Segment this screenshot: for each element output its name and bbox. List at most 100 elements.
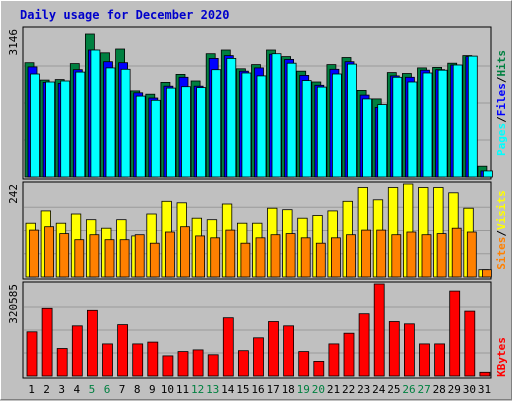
bar-kbytes-day-20: [313, 360, 325, 377]
bar-pages-day-8: [135, 95, 146, 178]
bar-kbytes-day-23: [358, 313, 370, 377]
panel-kbytes: 320585: [7, 281, 492, 379]
bar-pages-day-4: [75, 71, 86, 178]
bar-sites-day-6: [104, 239, 115, 278]
bar-kbytes-day-21: [328, 343, 340, 377]
bar-kbytes-day-5: [87, 309, 98, 377]
bar-kbytes-day-1: [26, 331, 38, 377]
bar-sites-day-21: [330, 237, 341, 278]
bar-kbytes-day-10: [162, 355, 174, 377]
bar-pages-day-21: [331, 73, 342, 178]
panel-visits-sites: 242: [7, 181, 492, 280]
bar-sites-day-4: [74, 239, 85, 278]
legend-visits: Visits: [495, 190, 508, 230]
x-tick-label-day-1: 1: [28, 383, 35, 396]
bar-pages-day-26: [407, 81, 418, 178]
legend-kbytes: KBytes: [495, 337, 508, 377]
bar-sites-day-16: [255, 237, 266, 278]
bar-pages-day-12: [196, 87, 207, 178]
bar-pages-day-14: [226, 58, 237, 178]
bar-sites-day-5: [89, 234, 100, 278]
bar-pages-day-11: [181, 86, 191, 178]
x-tick-label-day-4: 4: [73, 383, 80, 396]
bar-sites-day-11: [180, 226, 190, 278]
bar-pages-day-20: [316, 86, 327, 178]
x-tick-label-day-27: 27: [417, 383, 430, 396]
x-tick-label-day-26: 26: [402, 383, 415, 396]
bar-sites-day-18: [285, 233, 296, 278]
x-tick-label-day-30: 30: [463, 383, 476, 396]
x-tick-label-day-12: 12: [191, 383, 204, 396]
x-tick-label-day-21: 21: [327, 383, 340, 396]
x-tick-label-day-28: 28: [433, 383, 446, 396]
x-tick-label-day-15: 15: [236, 383, 249, 396]
bar-sites-day-24: [376, 229, 387, 278]
bar-sites-day-30: [466, 231, 477, 278]
bar-pages-day-17: [271, 53, 282, 178]
bar-pages-day-31: [482, 170, 493, 178]
bar-pages-day-30: [467, 55, 478, 178]
x-tick-label-day-11: 11: [176, 383, 189, 396]
bar-sites-day-8: [134, 234, 145, 278]
x-tick-label-day-13: 13: [206, 383, 219, 396]
x-tick-label-day-23: 23: [357, 383, 370, 396]
bar-pages-day-9: [150, 99, 161, 178]
x-tick-label-day-6: 6: [104, 383, 111, 396]
bar-pages-day-10: [165, 87, 176, 178]
bar-pages-day-6: [105, 67, 116, 178]
x-tick-label-day-17: 17: [266, 383, 279, 396]
x-tick-label-day-3: 3: [58, 383, 65, 396]
bar-pages-day-24: [377, 104, 388, 178]
bar-pages-day-16: [256, 75, 267, 178]
legend-hits: Hits: [495, 50, 508, 77]
bar-sites-day-1: [29, 229, 39, 278]
x-tick-label-day-9: 9: [149, 383, 156, 396]
bar-sites-day-19: [300, 237, 311, 278]
x-tick-label-day-22: 22: [342, 383, 355, 396]
x-tick-label-day-5: 5: [89, 383, 96, 396]
bar-sites-day-29: [451, 227, 462, 278]
legend-files: Files: [495, 83, 508, 116]
x-tick-label-day-25: 25: [387, 383, 400, 396]
bar-kbytes-day-31: [479, 371, 491, 377]
bar-kbytes-day-25: [388, 321, 400, 377]
legend-hits-files-pages: Pages/Files/Hits: [495, 50, 508, 156]
y-axis-max-label: 3146: [7, 29, 20, 56]
bar-sites-day-23: [361, 229, 372, 278]
bar-sites-day-28: [436, 233, 447, 278]
legend-separator: /: [495, 230, 508, 237]
bar-kbytes-day-12: [192, 349, 204, 377]
bar-kbytes-day-14: [222, 317, 234, 377]
bar-kbytes-day-15: [237, 350, 249, 377]
bar-sites-day-31: [481, 269, 492, 278]
bar-sites-day-17: [270, 234, 281, 278]
bar-pages-day-27: [422, 72, 433, 178]
bar-pages-day-5: [90, 49, 101, 178]
bar-sites-day-3: [59, 233, 70, 278]
bar-pages-day-13: [211, 69, 222, 178]
bar-kbytes-day-26: [403, 323, 415, 377]
bar-sites-day-2: [44, 226, 54, 278]
x-tick-label-day-10: 10: [161, 383, 174, 396]
x-tick-label-day-20: 20: [312, 383, 325, 396]
bar-kbytes-day-18: [283, 325, 295, 377]
bar-sites-day-22: [346, 234, 356, 278]
x-tick-label-day-24: 24: [372, 383, 386, 396]
x-tick-label-day-19: 19: [297, 383, 310, 396]
bar-pages-day-18: [286, 62, 297, 178]
bar-kbytes-day-28: [434, 343, 446, 377]
bar-kbytes-day-29: [449, 290, 461, 377]
x-tick-label-day-18: 18: [282, 383, 295, 396]
legend-separator: /: [495, 116, 508, 123]
bar-sites-day-13: [210, 237, 221, 278]
bar-kbytes-day-17: [268, 321, 279, 377]
bar-kbytes-day-22: [343, 332, 355, 377]
bar-kbytes-day-27: [419, 343, 430, 377]
legend-kbytes: KBytes: [495, 337, 508, 377]
bar-kbytes-day-4: [71, 325, 83, 377]
bar-pages-day-29: [452, 64, 463, 178]
bar-sites-day-9: [149, 242, 160, 278]
x-tick-label-day-31: 31: [478, 383, 491, 396]
